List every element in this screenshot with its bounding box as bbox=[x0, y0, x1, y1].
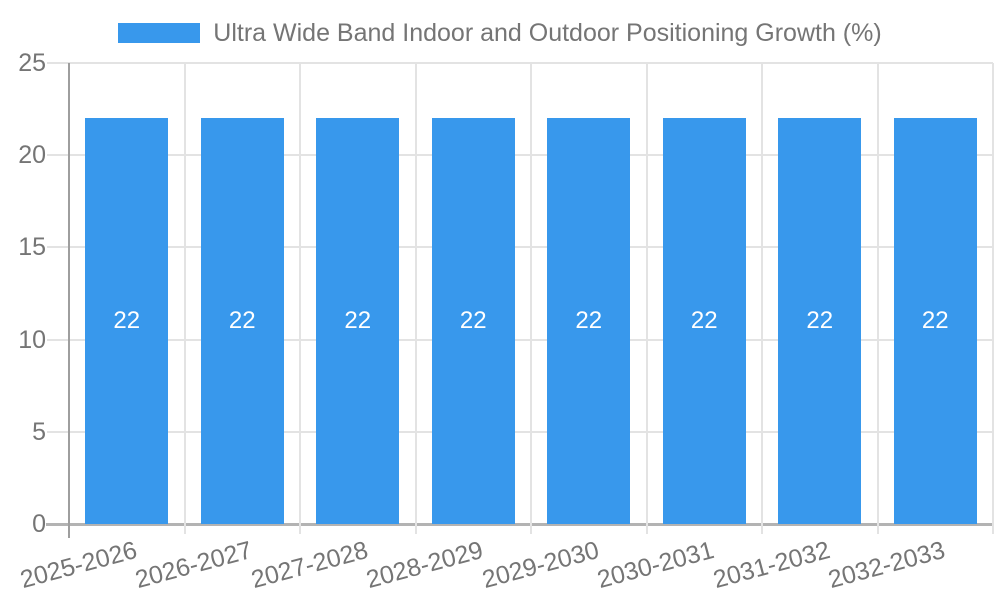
gridline-horizontal bbox=[47, 154, 993, 157]
x-axis-tick bbox=[645, 524, 648, 534]
y-axis-label: 25 bbox=[18, 49, 46, 77]
gridline-vertical bbox=[183, 63, 186, 524]
gridline-horizontal bbox=[47, 430, 993, 433]
gridline-horizontal bbox=[47, 246, 993, 249]
bar[interactable] bbox=[200, 118, 284, 524]
bar[interactable] bbox=[316, 118, 400, 524]
gridline-vertical bbox=[645, 63, 648, 524]
gridline-vertical bbox=[761, 63, 763, 524]
gridline-horizontal bbox=[47, 62, 993, 64]
gridline-vertical bbox=[530, 63, 532, 524]
x-axis-tick bbox=[530, 524, 532, 534]
y-axis-label: 10 bbox=[18, 325, 46, 354]
bar[interactable] bbox=[662, 118, 746, 524]
gridline-vertical bbox=[414, 63, 417, 524]
y-axis-label: 20 bbox=[18, 141, 46, 170]
y-axis-label: 0 bbox=[32, 510, 46, 538]
bar[interactable] bbox=[85, 118, 169, 524]
bar-value-label: 22 bbox=[806, 307, 834, 335]
x-axis-baseline bbox=[46, 523, 993, 526]
x-axis-tick bbox=[414, 524, 417, 534]
gridline-vertical bbox=[992, 63, 994, 524]
bar[interactable] bbox=[778, 118, 862, 524]
gridline-vertical bbox=[299, 63, 301, 524]
bar[interactable] bbox=[431, 118, 515, 524]
x-axis-tick bbox=[761, 524, 763, 534]
bar-value-label: 22 bbox=[575, 307, 603, 335]
y-axis-line bbox=[68, 63, 70, 538]
y-axis-label: 5 bbox=[32, 417, 46, 446]
bar-value-label: 22 bbox=[344, 307, 372, 335]
bar[interactable] bbox=[547, 118, 631, 524]
bar-value-label: 22 bbox=[690, 307, 718, 335]
gridline-horizontal bbox=[47, 338, 993, 341]
legend-swatch bbox=[118, 23, 201, 43]
y-axis-label: 15 bbox=[18, 233, 46, 262]
chart-legend: Ultra Wide Band Indoor and Outdoor Posit… bbox=[0, 20, 1000, 46]
bar-value-label: 22 bbox=[921, 307, 949, 335]
bar-value-label: 22 bbox=[459, 307, 487, 335]
x-axis-tick bbox=[183, 524, 186, 534]
bar[interactable] bbox=[893, 118, 977, 524]
legend-label: Ultra Wide Band Indoor and Outdoor Posit… bbox=[213, 19, 882, 47]
gridline-vertical bbox=[876, 63, 879, 524]
x-axis-tick bbox=[876, 524, 879, 534]
bar-value-label: 22 bbox=[228, 307, 256, 335]
bar-value-label: 22 bbox=[113, 307, 141, 335]
legend-item[interactable]: Ultra Wide Band Indoor and Outdoor Posit… bbox=[118, 19, 882, 47]
x-axis-tick bbox=[992, 524, 994, 534]
x-axis-tick bbox=[299, 524, 301, 534]
